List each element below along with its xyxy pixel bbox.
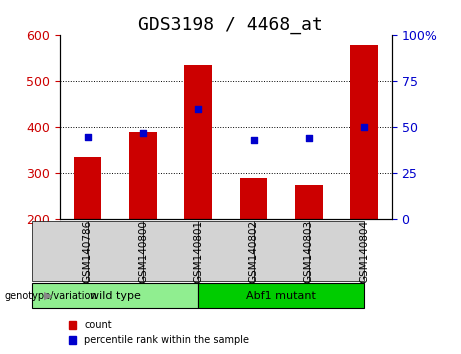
Text: GSM140801: GSM140801: [193, 220, 203, 283]
Text: wild type: wild type: [90, 291, 141, 301]
Bar: [129, 132, 157, 219]
Bar: [309, 221, 364, 281]
Bar: [350, 45, 378, 219]
Bar: [254, 221, 309, 281]
Bar: [32, 221, 88, 281]
Bar: [74, 157, 101, 219]
Text: GSM140800: GSM140800: [138, 220, 148, 283]
Bar: [32, 283, 198, 308]
Bar: [198, 283, 364, 308]
Bar: [88, 221, 143, 281]
Text: GSM140802: GSM140802: [248, 220, 259, 283]
Point: [195, 106, 202, 112]
Bar: [240, 178, 267, 219]
Bar: [198, 221, 254, 281]
Bar: [295, 185, 323, 219]
Point: [84, 134, 91, 139]
Text: GSM140803: GSM140803: [304, 220, 314, 283]
Bar: [143, 221, 198, 281]
Text: Abf1 mutant: Abf1 mutant: [246, 291, 316, 301]
Text: GSM140804: GSM140804: [359, 220, 369, 283]
Text: GDS3198 / 4468_at: GDS3198 / 4468_at: [138, 16, 323, 34]
Legend: count, percentile rank within the sample: count, percentile rank within the sample: [65, 316, 253, 349]
Point: [250, 137, 257, 143]
Point: [361, 125, 368, 130]
Text: GSM140786: GSM140786: [83, 220, 93, 283]
Bar: [184, 65, 212, 219]
Point: [139, 130, 147, 136]
Text: genotype/variation: genotype/variation: [5, 291, 97, 301]
Point: [305, 136, 313, 141]
Text: ▶: ▶: [44, 291, 53, 301]
